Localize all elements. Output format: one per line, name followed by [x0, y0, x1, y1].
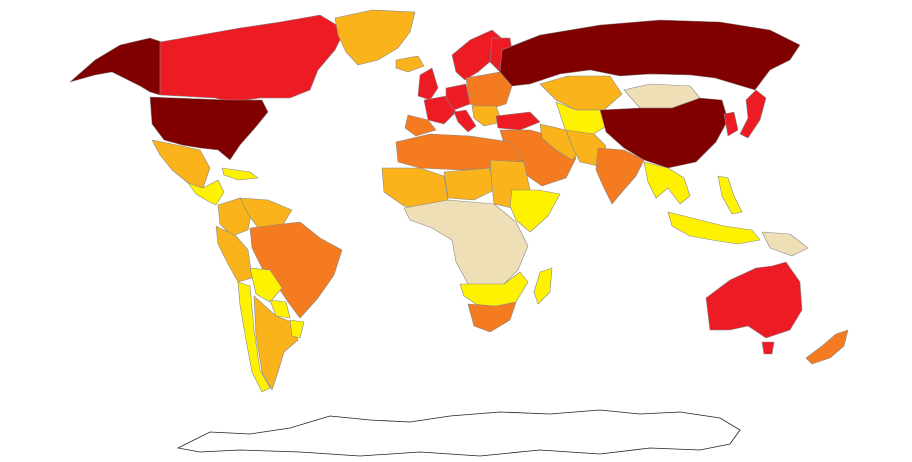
- region-southeast-asia: [643, 161, 691, 205]
- region-iceland: [395, 55, 425, 73]
- region-antarctica: [176, 409, 741, 457]
- region-kazakhstan: [539, 75, 623, 111]
- region-tasmania: [761, 341, 775, 355]
- region-horn-of-africa: [509, 189, 561, 233]
- region-greenland: [334, 9, 416, 66]
- region-japan: [739, 89, 767, 139]
- region-uk: [417, 67, 439, 101]
- region-russia: [499, 19, 801, 91]
- region-balkans: [471, 105, 503, 127]
- region-korea: [723, 111, 739, 137]
- region-brazil: [249, 221, 343, 319]
- region-australia: [705, 261, 803, 339]
- region-new-zealand: [805, 329, 849, 365]
- region-iberia: [404, 114, 437, 137]
- region-uruguay: [289, 319, 305, 339]
- region-papua: [761, 231, 809, 257]
- region-turkey: [495, 111, 541, 131]
- region-indonesia: [667, 211, 761, 245]
- region-alaska: [69, 37, 163, 96]
- region-sahel: [443, 167, 495, 201]
- region-india: [595, 147, 645, 205]
- region-philippines: [717, 175, 743, 215]
- region-canada: [159, 14, 346, 103]
- region-usa: [149, 96, 269, 161]
- region-central-america: [187, 179, 225, 206]
- region-ecuador-peru: [215, 225, 253, 283]
- region-south-africa: [467, 301, 517, 333]
- region-chile: [237, 281, 271, 393]
- region-paraguay: [269, 299, 291, 319]
- region-france: [423, 95, 457, 125]
- region-madagascar: [533, 267, 553, 305]
- region-cuba: [221, 167, 259, 181]
- region-italy: [453, 109, 477, 133]
- region-bolivia: [249, 267, 283, 303]
- region-argentina: [253, 295, 299, 391]
- region-china: [599, 97, 729, 169]
- region-germany: [445, 83, 471, 111]
